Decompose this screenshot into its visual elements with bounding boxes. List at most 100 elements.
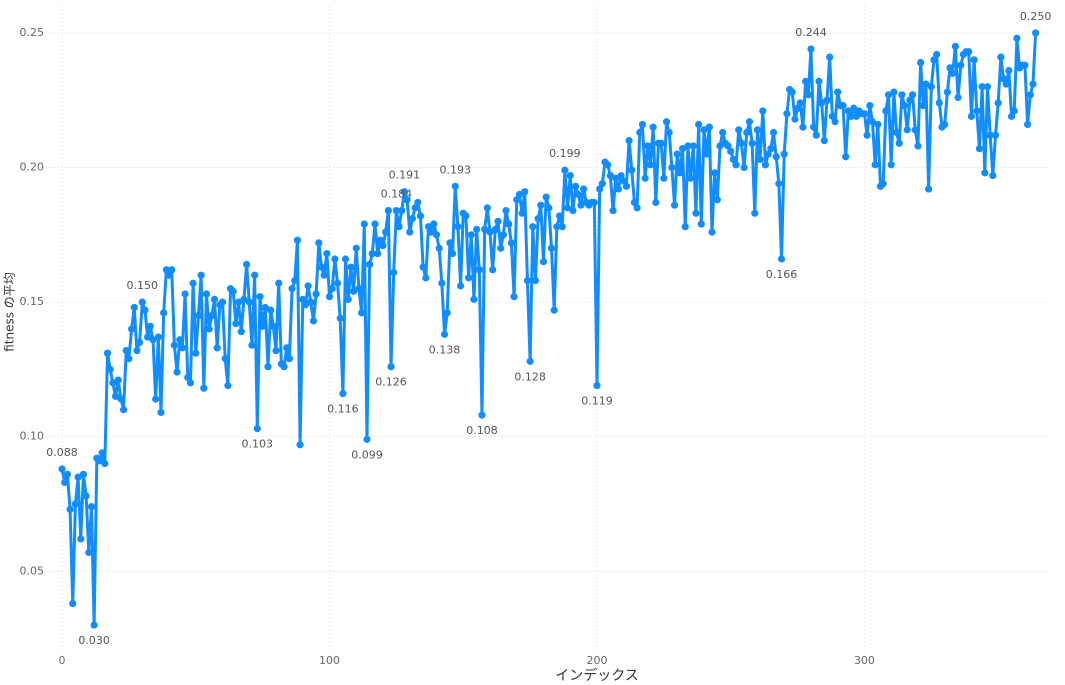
data-point (759, 107, 767, 115)
data-point (911, 126, 919, 134)
data-point (686, 174, 695, 182)
data-point (152, 395, 160, 403)
data-point (681, 223, 689, 231)
data-point (523, 276, 532, 285)
data-point (788, 88, 796, 96)
data-point (550, 306, 558, 314)
data-point (125, 355, 133, 363)
data-point (957, 61, 965, 69)
data-point (430, 220, 438, 228)
data-point (903, 126, 911, 134)
data-point (526, 357, 534, 365)
data-point (77, 535, 85, 543)
data-point (328, 285, 336, 293)
data-label: 0.108 (466, 424, 498, 437)
data-point (363, 435, 371, 443)
data-point (695, 120, 703, 129)
data-point (764, 150, 772, 158)
data-point (834, 88, 842, 96)
x-tick-label: 100 (319, 654, 340, 667)
data-point (168, 266, 176, 274)
data-point (256, 293, 264, 301)
data-point (935, 99, 943, 107)
data-point (467, 231, 475, 239)
data-point (999, 75, 1008, 83)
y-tick-label: 0.20 (20, 161, 45, 174)
data-point (596, 185, 604, 193)
y-tick-label: 0.15 (20, 295, 45, 308)
data-point (272, 346, 280, 355)
data-point (224, 381, 232, 390)
data-point (820, 136, 828, 145)
data-point (545, 204, 553, 212)
data-point (251, 271, 259, 279)
data-point (371, 220, 379, 228)
data-point (537, 201, 545, 209)
data-point (887, 161, 895, 169)
data-point (852, 112, 861, 120)
data-point (914, 142, 922, 150)
data-point (494, 217, 502, 225)
data-point (71, 500, 80, 508)
data-point (823, 96, 831, 104)
data-point (122, 346, 130, 355)
data-label: 0.193 (439, 163, 471, 176)
data-point (481, 225, 489, 234)
data-point (641, 174, 649, 182)
data-point (895, 139, 903, 147)
data-point (61, 478, 69, 487)
data-point (264, 363, 272, 371)
data-point (1013, 34, 1021, 42)
data-point (400, 188, 409, 196)
data-point (186, 379, 195, 387)
data-point (780, 150, 788, 158)
data-point (210, 295, 219, 303)
data-point (275, 279, 283, 287)
data-point (470, 295, 478, 303)
data-point (1002, 80, 1010, 88)
data-point (505, 220, 513, 228)
data-point (154, 333, 162, 341)
data-point (336, 314, 344, 322)
data-point (751, 209, 759, 217)
data-point (200, 384, 208, 392)
data-point (767, 145, 775, 153)
data-point (95, 457, 104, 465)
data-point (170, 341, 178, 349)
data-point (802, 77, 810, 85)
data-point (499, 231, 507, 239)
data-point (406, 228, 414, 236)
data-point (160, 309, 168, 317)
data-point (464, 274, 473, 282)
data-label: 0.116 (327, 403, 359, 416)
data-point (906, 96, 914, 104)
data-point (673, 150, 681, 158)
data-point (719, 128, 727, 137)
data-label: 0.099 (351, 448, 383, 461)
data-point (360, 220, 368, 228)
data-point (398, 206, 406, 215)
y-axis-title: fitness の平均 (3, 272, 17, 352)
data-point (818, 99, 826, 107)
data-point (577, 201, 585, 209)
data-point (703, 150, 711, 158)
data-point (697, 220, 705, 228)
data-point (456, 282, 465, 290)
data-point (665, 128, 673, 137)
data-point (403, 196, 411, 204)
data-point (892, 128, 901, 137)
data-label: 0.088 (46, 446, 78, 459)
data-point (949, 69, 957, 77)
data-point (561, 166, 569, 174)
data-point (446, 239, 454, 247)
data-point (304, 282, 312, 290)
data-point (917, 58, 925, 67)
data-point (793, 104, 802, 112)
data-point (424, 223, 433, 231)
data-point (184, 373, 192, 382)
data-point (462, 212, 470, 220)
data-point (737, 139, 746, 147)
data-point (678, 145, 687, 153)
data-point (1010, 107, 1018, 115)
data-point (149, 336, 157, 344)
